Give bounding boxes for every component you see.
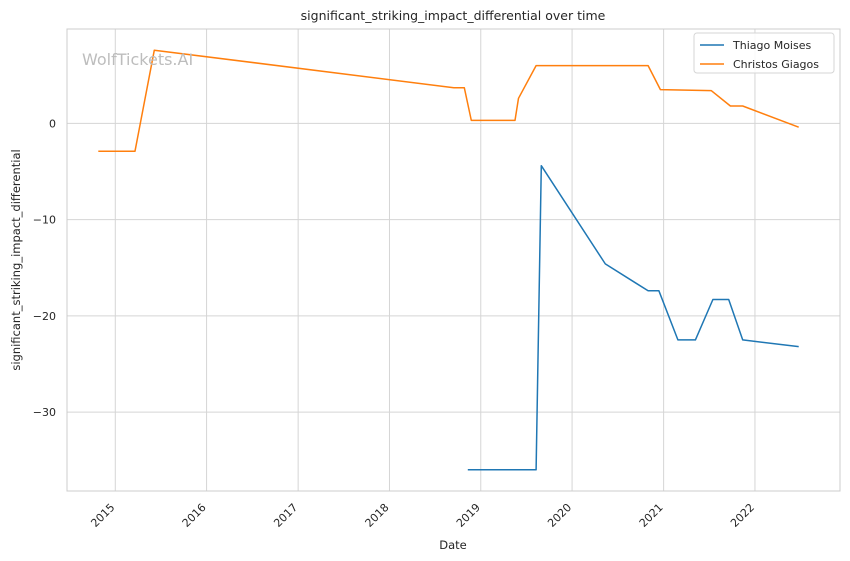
y-tick-label: −20 [33, 310, 56, 323]
chart-title: significant_striking_impact_differential… [301, 8, 606, 23]
y-axis-ticks: 0 −10 −20 −30 [33, 117, 56, 419]
x-tick-label: 2017 [271, 501, 300, 530]
x-tick-label: 2022 [728, 501, 757, 530]
legend-label: Christos Giagos [733, 58, 819, 71]
legend: Thiago Moises Christos Giagos [693, 32, 835, 74]
legend-label: Thiago Moises [732, 39, 811, 52]
legend-box [693, 32, 835, 74]
gridlines [67, 29, 840, 491]
x-axis-label: Date [439, 538, 467, 552]
y-axis-label: significant_striking_impact_differential [9, 149, 23, 370]
y-tick-label: −10 [33, 214, 56, 227]
x-tick-label: 2018 [363, 501, 392, 530]
y-tick-label: −30 [33, 406, 56, 419]
x-tick-label: 2015 [88, 501, 117, 530]
x-tick-label: 2020 [545, 501, 574, 530]
x-tick-label: 2019 [454, 501, 483, 530]
y-tick-label: 0 [49, 117, 56, 130]
x-axis-ticks: 2015 2016 2017 2018 2019 2020 2021 2022 [88, 501, 757, 530]
x-tick-label: 2021 [637, 501, 666, 530]
series-line-thiago-moises [467, 164, 799, 471]
series-line-christos-giagos [98, 49, 799, 152]
x-tick-label: 2016 [180, 501, 209, 530]
series-lines [98, 49, 799, 471]
plot-frame [66, 28, 841, 492]
watermark: WolfTickets.AI [82, 50, 193, 69]
